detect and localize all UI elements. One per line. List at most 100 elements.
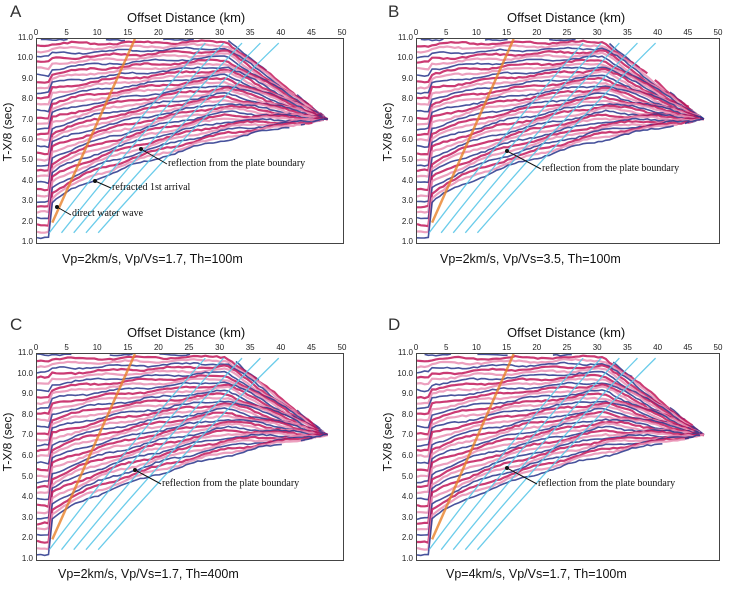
y-tick-label: 6.0 xyxy=(21,135,33,144)
y-tick-label: 3.0 xyxy=(401,512,413,522)
x-tick-label: 15 xyxy=(502,343,512,352)
panel-b: B Offset Distance (km) T-X/8 (sec) 0 5 10 1… xyxy=(366,0,732,295)
y-tick-label: 10.0 xyxy=(397,368,413,378)
x-tick-label: 10 xyxy=(92,28,102,37)
y-tick-label: 5.0 xyxy=(21,471,33,481)
x-tick-label: 45 xyxy=(683,28,693,37)
x-tick-label: 20 xyxy=(532,343,542,352)
x-tick-label: 35 xyxy=(245,343,255,352)
y-tick-label: 7.0 xyxy=(21,114,33,124)
y-tick-label: 9.0 xyxy=(21,389,33,399)
y-tick-label: 9.0 xyxy=(401,389,413,399)
seismic-section xyxy=(416,38,720,244)
panel-caption: Vp=2km/s, Vp/Vs=1.7, Th=100m xyxy=(62,252,243,266)
x-tick-label: 30 xyxy=(592,343,602,352)
y-tick-label: 7.0 xyxy=(21,430,33,440)
y-tick-label: 1.0 xyxy=(21,237,33,246)
y-tick-label: 8.0 xyxy=(21,94,33,104)
x-tick-label: 5 xyxy=(443,343,449,352)
y-tick-label: 1.0 xyxy=(401,554,413,563)
y-tick-label: 3.0 xyxy=(21,512,33,522)
panel-caption: Vp=2km/s, Vp/Vs=3.5, Th=100m xyxy=(440,252,621,266)
y-tick-label: 11.0 xyxy=(398,348,413,357)
y-tick-label: 2.0 xyxy=(21,216,33,226)
y-tick-label: 8.0 xyxy=(21,409,33,419)
annotation-refracted: refracted 1st arrival xyxy=(112,182,191,193)
x-tick-label: 45 xyxy=(306,343,316,352)
panel-caption: Vp=4km/s, Vp/Vs=1.7, Th=100m xyxy=(446,567,627,581)
x-tick-label: 35 xyxy=(622,343,632,352)
panel-label: A xyxy=(10,2,22,21)
seismic-section xyxy=(416,353,720,561)
seismic-section xyxy=(36,38,344,244)
y-tick-label: 11.0 xyxy=(18,348,33,357)
x-tick-label: 25 xyxy=(562,28,572,37)
x-tick-label: 50 xyxy=(713,343,723,352)
x-tick-label: 20 xyxy=(153,28,163,37)
y-tick-label: 4.0 xyxy=(401,492,413,502)
panel-a: A Offset Distance (km) T-X/8 (sec) 0 5 10 1… xyxy=(0,0,366,295)
x-tick-label: 15 xyxy=(502,28,512,37)
y-tick-label: 7.0 xyxy=(401,430,413,440)
y-tick-label: 2.0 xyxy=(401,533,413,543)
y-tick-label: 4.0 xyxy=(21,492,33,502)
y-axis-title: T-X/8 (sec) xyxy=(0,412,15,472)
y-tick-label: 10.0 xyxy=(17,53,33,63)
y-tick-label: 6.0 xyxy=(21,451,33,460)
seismic-section xyxy=(36,353,344,561)
x-tick-label: 5 xyxy=(64,343,69,352)
y-tick-label: 11.0 xyxy=(18,33,33,42)
x-tick-label: 0 xyxy=(413,28,419,37)
x-tick-label: 20 xyxy=(532,28,542,37)
x-tick-label: 50 xyxy=(337,28,347,37)
y-tick-label: 6.0 xyxy=(401,135,413,144)
y-tick-label: 3.0 xyxy=(21,196,33,206)
y-tick-label: 1.0 xyxy=(21,554,33,563)
y-tick-label: 2.0 xyxy=(21,533,33,543)
x-tick-label: 0 xyxy=(33,28,39,37)
x-axis-title: Offset Distance (km) xyxy=(507,10,626,25)
x-tick-label: 35 xyxy=(245,28,255,37)
x-tick-label: 35 xyxy=(622,28,632,37)
x-tick-label: 5 xyxy=(443,28,449,37)
y-tick-label: 7.0 xyxy=(401,114,413,124)
x-tick-label: 30 xyxy=(215,28,225,37)
panel-d: D Offset Distance (km) T-X/8 (sec) 0 5 10 1… xyxy=(366,295,732,590)
annotation-direct-wave: direct water wave xyxy=(72,208,144,219)
y-tick-label: 8.0 xyxy=(401,94,413,104)
annotation-reflection: reflection from the plate boundary xyxy=(168,158,306,169)
x-tick-label: 25 xyxy=(562,343,572,352)
x-tick-label: 40 xyxy=(653,28,663,37)
x-axis-title: Offset Distance (km) xyxy=(507,325,626,340)
x-tick-label: 0 xyxy=(33,343,39,352)
x-tick-label: 15 xyxy=(123,343,133,352)
panel-c: C Offset Distance (km) T-X/8 (sec) 0 5 10 1… xyxy=(0,295,366,590)
panel-caption: Vp=2km/s, Vp/Vs=1.7, Th=400m xyxy=(58,567,239,581)
x-axis-title: Offset Distance (km) xyxy=(127,325,246,340)
x-axis-title: Offset Distance (km) xyxy=(127,10,246,25)
y-tick-label: 1.0 xyxy=(401,237,413,246)
y-tick-label: 5.0 xyxy=(401,155,413,165)
y-axis-title: T-X/8 (sec) xyxy=(380,412,395,472)
x-tick-label: 10 xyxy=(471,28,481,37)
x-tick-label: 15 xyxy=(123,28,133,37)
x-tick-label: 40 xyxy=(276,28,286,37)
panel-label: D xyxy=(388,315,401,334)
y-axis-title: T-X/8 (sec) xyxy=(380,102,395,162)
annotation-reflection: reflection from the plate boundary xyxy=(538,478,676,489)
y-axis-title: T-X/8 (sec) xyxy=(0,102,15,162)
x-tick-label: 5 xyxy=(64,28,69,37)
y-tick-label: 5.0 xyxy=(21,155,33,165)
x-tick-label: 30 xyxy=(592,28,602,37)
y-tick-label: 4.0 xyxy=(401,175,413,185)
y-tick-label: 9.0 xyxy=(401,73,413,83)
y-tick-label: 10.0 xyxy=(397,53,413,63)
x-tick-label: 45 xyxy=(683,343,693,352)
y-tick-label: 9.0 xyxy=(21,73,33,83)
y-tick-label: 6.0 xyxy=(401,451,413,460)
x-tick-label: 50 xyxy=(713,28,723,37)
y-tick-label: 2.0 xyxy=(401,216,413,226)
panel-label: C xyxy=(10,315,23,334)
x-tick-label: 40 xyxy=(276,343,286,352)
x-tick-label: 40 xyxy=(653,343,663,352)
